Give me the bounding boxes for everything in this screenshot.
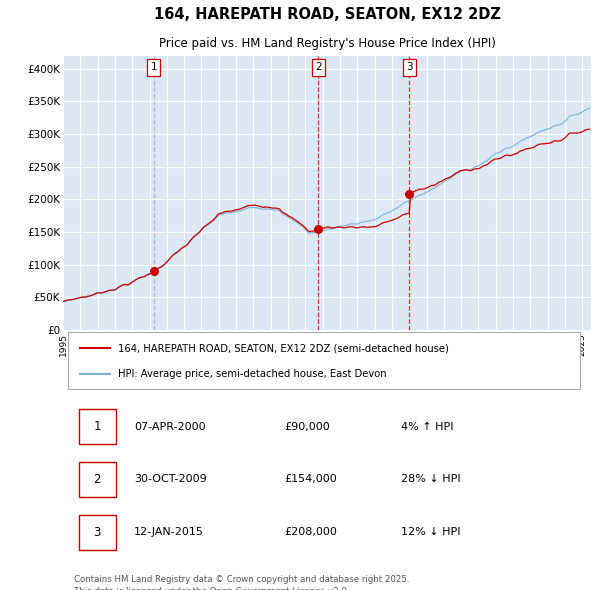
Text: 4% ↑ HPI: 4% ↑ HPI (401, 422, 454, 432)
FancyBboxPatch shape (68, 333, 580, 389)
Text: £208,000: £208,000 (285, 527, 338, 537)
Text: £90,000: £90,000 (285, 422, 331, 432)
Text: 2: 2 (94, 473, 101, 486)
Text: 30-OCT-2009: 30-OCT-2009 (134, 474, 207, 484)
Text: 164, HAREPATH ROAD, SEATON, EX12 2DZ: 164, HAREPATH ROAD, SEATON, EX12 2DZ (154, 7, 500, 22)
Text: Price paid vs. HM Land Registry's House Price Index (HPI): Price paid vs. HM Land Registry's House … (158, 37, 496, 51)
Text: 28% ↓ HPI: 28% ↓ HPI (401, 474, 461, 484)
Text: 3: 3 (94, 526, 101, 539)
Text: 12% ↓ HPI: 12% ↓ HPI (401, 527, 460, 537)
Text: 3: 3 (406, 63, 413, 73)
Text: 1: 1 (151, 63, 157, 73)
Text: 12-JAN-2015: 12-JAN-2015 (134, 527, 204, 537)
FancyBboxPatch shape (79, 409, 116, 444)
Text: Contains HM Land Registry data © Crown copyright and database right 2025.
This d: Contains HM Land Registry data © Crown c… (74, 575, 409, 590)
Text: £154,000: £154,000 (285, 474, 338, 484)
Text: HPI: Average price, semi-detached house, East Devon: HPI: Average price, semi-detached house,… (118, 369, 387, 379)
FancyBboxPatch shape (79, 462, 116, 497)
Text: 2: 2 (315, 63, 322, 73)
Text: 07-APR-2000: 07-APR-2000 (134, 422, 206, 432)
Text: 1: 1 (94, 420, 101, 433)
Text: 164, HAREPATH ROAD, SEATON, EX12 2DZ (semi-detached house): 164, HAREPATH ROAD, SEATON, EX12 2DZ (se… (118, 343, 449, 353)
FancyBboxPatch shape (79, 514, 116, 550)
